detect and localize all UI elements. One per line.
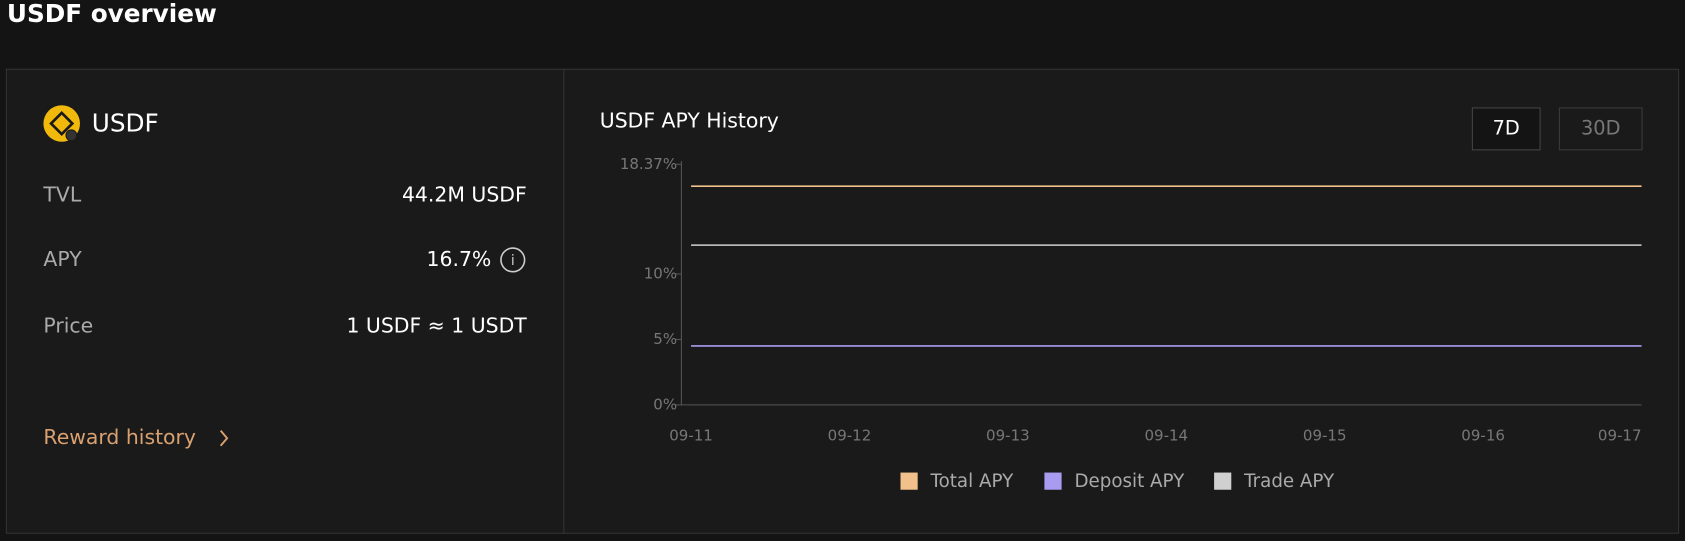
x-tick-label: 09-14 [1144, 427, 1188, 445]
legend-label: Total APY [930, 471, 1015, 492]
y-tick-label: 0% [653, 395, 677, 413]
button-label[interactable]: 30D [1581, 116, 1620, 139]
legend-swatch [900, 472, 918, 490]
button[interactable] [1558, 107, 1643, 151]
x-tick-label: 09-13 [986, 427, 1030, 445]
chevron[interactable] [219, 430, 229, 447]
x-tick-label: 09-16 [1461, 427, 1505, 445]
x-tick-label: 09-15 [1303, 427, 1347, 445]
x-tick-label: 09-12 [828, 427, 872, 445]
legend-label: Deposit APY [1074, 471, 1185, 492]
reward-link[interactable]: Reward history [43, 425, 196, 449]
row-value: 16.7% [427, 247, 492, 271]
button[interactable] [1471, 107, 1541, 151]
y-tick-label: 5% [653, 330, 677, 348]
panel [5, 68, 1680, 534]
legend-swatch [1214, 472, 1232, 490]
legend-swatch [1044, 472, 1062, 490]
chart-title: USDF APY History [600, 108, 779, 132]
page-title: USDF overview [7, 0, 217, 28]
button-label[interactable]: 7D [1493, 116, 1520, 139]
x-tick-label: 09-17 [1598, 427, 1642, 445]
coin-badge [65, 129, 78, 142]
info-icon[interactable] [500, 247, 526, 273]
row-label: Price [43, 313, 93, 337]
x-tick-label: 09-11 [669, 427, 713, 445]
y-tick-label: 10% [644, 264, 677, 282]
legend-label: Trade APY [1243, 471, 1335, 492]
row-label: TVL [42, 182, 81, 206]
info-glyph: i [511, 253, 515, 269]
coin-glyph [49, 110, 75, 137]
y-tick-label: 18.37% [620, 155, 677, 173]
row-value: 44.2M USDF [402, 182, 527, 206]
row-label: APY [43, 247, 82, 271]
coin-name: USDF [92, 109, 159, 138]
row-value: 1 USDF ≈ 1 USDT [346, 313, 527, 337]
